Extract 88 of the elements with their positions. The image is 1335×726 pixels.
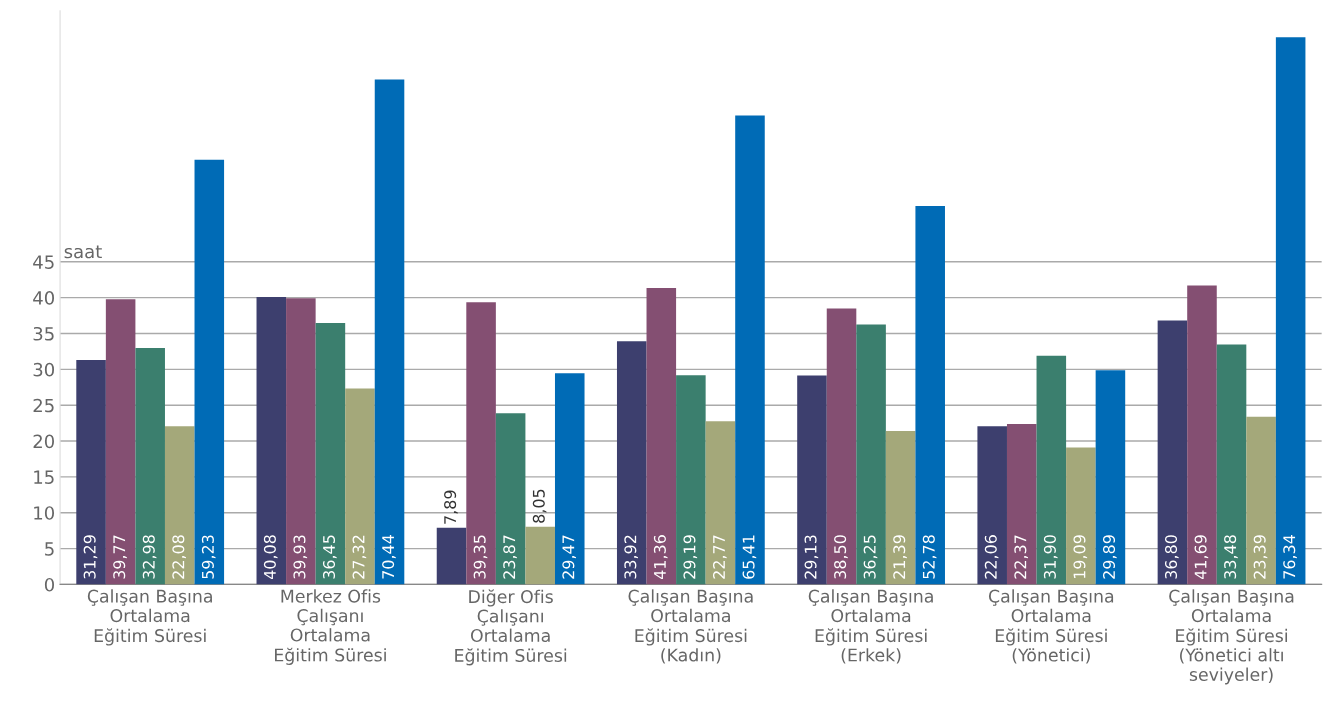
data-label: 8,05 xyxy=(532,489,547,523)
y-tick-label: 20 xyxy=(33,434,55,449)
bar xyxy=(525,526,555,585)
bar xyxy=(1066,447,1096,585)
bar xyxy=(705,421,736,585)
x-tick-label: Çalışan Başına Ortalama Eğitim Süresi (Kadın) xyxy=(628,589,753,664)
bar xyxy=(374,79,405,585)
bar xyxy=(76,360,106,585)
bar xyxy=(1036,355,1067,585)
data-label: 29,19 xyxy=(683,535,698,579)
bar xyxy=(1246,416,1276,585)
data-label: 23,39 xyxy=(1253,535,1268,579)
data-label: 31,90 xyxy=(1043,535,1058,579)
bar xyxy=(256,297,287,585)
bar xyxy=(345,388,375,585)
bar xyxy=(646,287,677,585)
data-label: 40,08 xyxy=(263,535,278,580)
data-label: 41,69 xyxy=(1194,535,1209,580)
data-label: 32,98 xyxy=(142,535,157,579)
y-tick-label: 45 xyxy=(33,255,54,269)
x-tick-label: Çalışan Başına Ortalama Eğitim Süresi (Yönetici altı seviyeler) xyxy=(1169,589,1294,685)
data-label: 39,35 xyxy=(473,535,488,579)
data-label: 22,77 xyxy=(712,535,727,579)
data-label: 38,50 xyxy=(834,535,848,579)
bar xyxy=(1006,424,1037,585)
data-label: 33,48 xyxy=(1224,535,1238,579)
bar xyxy=(286,298,316,585)
bar xyxy=(164,426,195,585)
bar xyxy=(466,302,496,585)
data-label: 65,41 xyxy=(742,535,757,579)
data-label: 41,36 xyxy=(653,535,668,580)
data-label: 21,39 xyxy=(893,535,907,579)
bar xyxy=(826,308,857,585)
data-label: 22,37 xyxy=(1014,535,1029,579)
data-label: 33,92 xyxy=(624,535,639,579)
y-tick-label: 5 xyxy=(45,542,54,556)
data-label: 36,45 xyxy=(322,535,337,579)
x-tick-label: Çalışan Başına Ortalama Eğitim Süresi (Erkek) xyxy=(808,589,933,664)
bar xyxy=(554,373,585,585)
data-label: 36,25 xyxy=(863,535,878,579)
x-tick-label: Diğer Ofis Çalışanı Ortalama Eğitim Süresi xyxy=(455,589,567,666)
bar xyxy=(1187,285,1217,585)
data-label: 52,78 xyxy=(922,535,937,579)
bar xyxy=(194,159,225,585)
data-label: 76,34 xyxy=(1283,535,1297,579)
bar xyxy=(1216,344,1247,585)
bar xyxy=(436,527,467,585)
data-label: 36,80 xyxy=(1164,535,1179,579)
data-label: 31,29 xyxy=(83,535,98,579)
y-tick-label: 35 xyxy=(33,326,54,341)
bar xyxy=(856,324,886,585)
y-tick-label: 40 xyxy=(33,291,55,305)
bar xyxy=(135,347,165,585)
bar xyxy=(915,206,945,585)
y-tick-label: 25 xyxy=(33,398,54,413)
bar xyxy=(885,431,916,585)
data-label: 7,89 xyxy=(444,490,458,524)
x-tick-label: Çalışan Başına Ortalama Eğitim Süresi (Yönetici) xyxy=(988,589,1114,664)
y-tick-label: 15 xyxy=(34,470,54,485)
y-tick-label: 10 xyxy=(34,506,55,520)
data-label: 19,09 xyxy=(1073,535,1088,579)
bar xyxy=(977,426,1007,585)
bar xyxy=(1275,37,1306,585)
bar xyxy=(676,375,706,585)
annotation: saat xyxy=(64,245,102,259)
data-label: 23,87 xyxy=(503,535,517,579)
data-label: 22,08 xyxy=(172,535,187,579)
data-label: 39,93 xyxy=(293,535,308,579)
bar xyxy=(735,115,765,585)
x-tick-label: Merkez Ofis Çalışanı Ortalama Eğitim Süresi xyxy=(275,589,386,665)
bar xyxy=(1157,320,1188,585)
data-label: 70,44 xyxy=(382,535,396,579)
bar xyxy=(105,299,136,585)
data-label: 29,89 xyxy=(1102,535,1117,579)
data-label: 59,23 xyxy=(201,535,216,579)
y-tick-label: 0 xyxy=(44,577,55,592)
x-tick-label: Çalışan Başına Ortalama Eğitim Süresi xyxy=(87,589,212,646)
data-label: 22,06 xyxy=(984,535,999,579)
bar xyxy=(315,323,346,585)
data-label: 39,77 xyxy=(113,535,127,579)
bar xyxy=(1095,370,1126,585)
bar xyxy=(495,413,526,585)
data-label: 27,32 xyxy=(352,535,367,579)
y-tick-label: 30 xyxy=(33,362,55,377)
data-label: 29,13 xyxy=(804,535,819,579)
bar xyxy=(616,341,647,585)
data-label: 29,47 xyxy=(562,535,577,579)
bar xyxy=(797,375,827,585)
